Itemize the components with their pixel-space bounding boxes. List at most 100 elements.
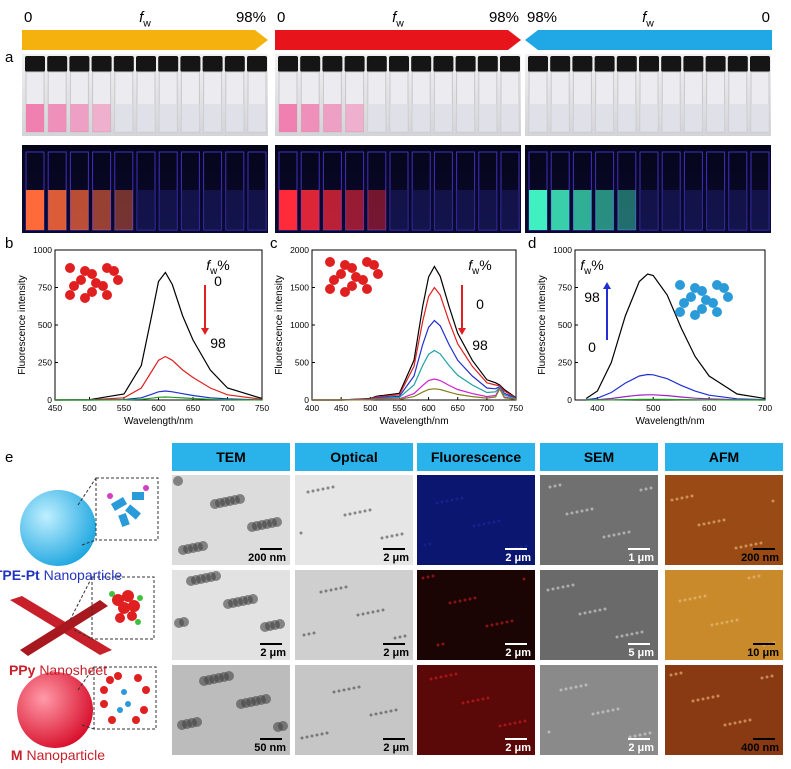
solution <box>434 104 453 132</box>
texture <box>760 676 764 680</box>
texture <box>358 510 362 514</box>
texture <box>368 508 372 512</box>
texture <box>319 590 323 594</box>
column-header-bg <box>417 443 535 471</box>
texture <box>439 675 443 679</box>
texture <box>179 617 189 627</box>
subscript: w <box>209 266 218 277</box>
texture <box>299 531 303 535</box>
texture <box>453 600 457 604</box>
emission <box>279 190 297 230</box>
texture <box>428 542 432 546</box>
emission <box>456 190 475 230</box>
texture <box>707 521 711 525</box>
texture <box>569 686 573 690</box>
texture <box>211 571 221 581</box>
texture <box>616 707 620 711</box>
solution <box>529 104 547 132</box>
x-axis-label: Wavelength/nm <box>379 416 448 427</box>
texture <box>361 612 365 616</box>
emission <box>662 190 681 230</box>
vial-cap <box>322 56 343 72</box>
texture <box>712 520 716 524</box>
texture <box>720 621 724 625</box>
x-tick-label: 500 <box>363 403 377 413</box>
texture <box>339 586 343 590</box>
texture <box>503 723 507 727</box>
vial-cap <box>411 56 432 72</box>
y-tick-label: 1000 <box>553 245 572 255</box>
x-tick-label: 500 <box>82 403 96 413</box>
column-header-bg <box>172 443 290 471</box>
arrow-left-label: 0 <box>277 9 285 26</box>
texture <box>487 521 491 525</box>
emission <box>345 190 364 230</box>
texture <box>559 688 563 692</box>
emission <box>225 190 244 230</box>
texture <box>320 732 324 736</box>
solution <box>48 104 67 132</box>
texture <box>752 575 756 579</box>
emission <box>114 190 133 230</box>
arrow <box>525 30 772 50</box>
texture <box>445 499 449 503</box>
texture <box>633 734 637 738</box>
solution <box>412 104 431 132</box>
y-tick-label: 1000 <box>33 245 52 255</box>
texture <box>566 584 570 588</box>
solution <box>728 104 747 132</box>
texture <box>702 522 706 526</box>
row-suffix: Nanosheet <box>39 662 107 678</box>
x-tick-label: 450 <box>48 403 62 413</box>
subscript: w <box>142 18 151 30</box>
vial-cap <box>247 56 267 72</box>
x-tick-label: 450 <box>334 403 348 413</box>
molecule-inset <box>102 290 112 300</box>
texture <box>380 536 384 540</box>
solution <box>248 104 266 132</box>
emission <box>617 190 636 230</box>
vial-uv <box>114 151 134 231</box>
molecule-inset <box>686 292 696 302</box>
texture <box>385 535 389 539</box>
texture <box>310 734 314 738</box>
vial-cap <box>639 56 659 72</box>
texture <box>513 721 517 725</box>
solution <box>203 104 222 132</box>
annotation-bottom: 0 <box>588 339 596 355</box>
texture <box>710 623 714 627</box>
y-tick-label: 1500 <box>290 283 309 293</box>
texture <box>449 673 453 677</box>
column-header: AFM <box>709 449 739 465</box>
y-axis-label: Fluorescence intensity <box>274 275 285 375</box>
molecule-inset <box>723 292 733 302</box>
texture <box>519 545 523 549</box>
texture <box>565 512 569 516</box>
texture <box>723 723 727 727</box>
texture <box>715 622 719 626</box>
molecule-inset <box>69 281 79 291</box>
texture <box>735 618 739 622</box>
texture <box>379 711 383 715</box>
texture <box>468 597 472 601</box>
y-tick-label: 500 <box>295 358 309 368</box>
texture <box>448 601 452 605</box>
molecule-inset <box>708 298 718 308</box>
texture <box>703 594 707 598</box>
vial-cap <box>572 56 593 72</box>
texture <box>473 596 477 600</box>
texture <box>771 499 775 503</box>
molecule-inset <box>369 260 379 270</box>
fw-label: fw <box>392 9 404 30</box>
texture <box>342 688 346 692</box>
texture <box>575 510 579 514</box>
vial-cap <box>433 56 454 72</box>
nanoparticle-illustration <box>17 672 93 748</box>
solution <box>456 104 475 132</box>
texture <box>748 718 752 722</box>
texture <box>505 620 509 624</box>
vial-cap <box>366 56 387 72</box>
texture <box>643 732 647 736</box>
molecule-inset <box>87 269 97 279</box>
row-suffix: Nanoparticle <box>44 567 123 583</box>
